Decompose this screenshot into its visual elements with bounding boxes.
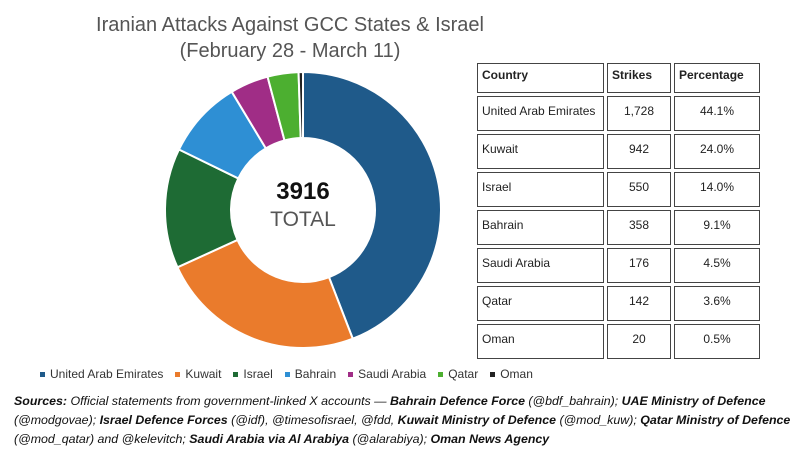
table-row: Israel 550 14.0%	[477, 172, 760, 207]
table-header-country: Country	[477, 63, 604, 93]
table-cell-country: Bahrain	[477, 210, 604, 245]
table-cell-strikes: 550	[607, 172, 671, 207]
table-header-row: Country Strikes Percentage	[477, 63, 760, 93]
sources-org: Bahrain Defence Force	[390, 394, 525, 408]
sources-org: Oman News Agency	[430, 432, 550, 446]
sources-text: Official statements from government-link…	[67, 394, 391, 408]
table-cell-strikes: 142	[607, 286, 671, 321]
donut-center-label: TOTAL	[270, 208, 336, 231]
legend-swatch	[175, 371, 181, 377]
sources-org: Israel Defence Forces	[99, 413, 228, 427]
legend-label: Qatar	[448, 367, 479, 381]
legend-item: Bahrain	[284, 366, 337, 382]
legend-item: Qatar	[438, 366, 478, 382]
table-cell-country: Kuwait	[477, 134, 604, 169]
sources-label: Sources:	[14, 394, 68, 408]
table-cell-country: Oman	[477, 324, 604, 359]
legend-item: Kuwait	[175, 366, 221, 382]
table-cell-country: Saudi Arabia	[477, 248, 604, 283]
table-cell-percentage: 14.0%	[674, 172, 760, 207]
sources-note: Sources: Official statements from govern…	[14, 392, 804, 449]
table-cell-percentage: 4.5%	[674, 248, 760, 283]
sources-org: Saudi Arabia via Al Arabiya	[189, 432, 350, 446]
table-cell-country: Israel	[477, 172, 604, 207]
table-cell-strikes: 1,728	[607, 96, 671, 131]
table-row: Qatar 142 3.6%	[477, 286, 760, 321]
sources-text: (@bdf_bahrain);	[524, 394, 622, 408]
table-cell-strikes: 942	[607, 134, 671, 169]
chart-title: Iranian Attacks Against GCC States & Isr…	[40, 12, 540, 64]
legend-item: Saudi Arabia	[348, 366, 426, 382]
donut-slice	[302, 70, 442, 341]
sources-text: (@alarabiya);	[349, 432, 431, 446]
table-cell-strikes: 176	[607, 248, 671, 283]
legend-swatch	[233, 371, 239, 377]
sources-org: Qatar Ministry of Defence	[640, 413, 791, 427]
table-row: United Arab Emirates 1,728 44.1%	[477, 96, 760, 131]
table-row: Bahrain 358 9.1%	[477, 210, 760, 245]
legend-swatch	[40, 371, 45, 377]
donut-chart	[164, 70, 442, 349]
table-cell-percentage: 3.6%	[674, 286, 760, 321]
legend-label: Bahrain	[294, 367, 337, 381]
legend-label: Israel	[243, 367, 273, 381]
legend-swatch	[490, 371, 496, 377]
legend-item: Israel	[233, 366, 273, 382]
legend-item: United Arab Emirates	[40, 366, 163, 382]
table-header-percentage: Percentage	[674, 63, 760, 93]
legend-swatch	[348, 371, 354, 377]
table-cell-strikes: 20	[607, 324, 671, 359]
legend-swatch	[284, 371, 290, 377]
legend-item: Oman	[490, 366, 533, 382]
table-row: Saudi Arabia 176 4.5%	[477, 248, 760, 283]
strikes-table: Country Strikes Percentage United Arab E…	[474, 60, 763, 362]
table-cell-percentage: 0.5%	[674, 324, 760, 359]
table-cell-percentage: 44.1%	[674, 96, 760, 131]
sources-text: (@modgovae);	[14, 413, 100, 427]
sources-org: Kuwait Ministry of Defence	[397, 413, 557, 427]
chart-title-line1: Iranian Attacks Against GCC States & Isr…	[96, 14, 484, 36]
chart-title-line2: (February 28 - March 11)	[179, 40, 401, 62]
table-row: Kuwait 942 24.0%	[477, 134, 760, 169]
table-cell-strikes: 358	[607, 210, 671, 245]
table-cell-percentage: 9.1%	[674, 210, 760, 245]
legend-swatch	[438, 371, 444, 377]
table-cell-country: Qatar	[477, 286, 604, 321]
table-header-strikes: Strikes	[607, 63, 671, 93]
sources-text: (@mod_kuw);	[556, 413, 641, 427]
legend-label: Saudi Arabia	[358, 367, 427, 381]
donut-slice	[176, 238, 355, 349]
sources-org: UAE Ministry of Defence	[621, 394, 766, 408]
sources-text: (@idf), @timesofisrael, @fdd,	[227, 413, 398, 427]
legend-label: Kuwait	[185, 367, 222, 381]
table-cell-percentage: 24.0%	[674, 134, 760, 169]
legend-label: United Arab Emirates	[50, 367, 164, 381]
legend-label: Oman	[500, 367, 533, 381]
table-row: Oman 20 0.5%	[477, 324, 760, 359]
chart-legend: United Arab Emirates Kuwait Israel Bahrain S…	[40, 366, 545, 382]
sources-text: (@mod_qatar) and @kelevitch;	[14, 432, 190, 446]
table-cell-country: United Arab Emirates	[477, 96, 604, 131]
donut-center-value: 3916	[276, 178, 330, 205]
donut-slice	[297, 70, 304, 140]
